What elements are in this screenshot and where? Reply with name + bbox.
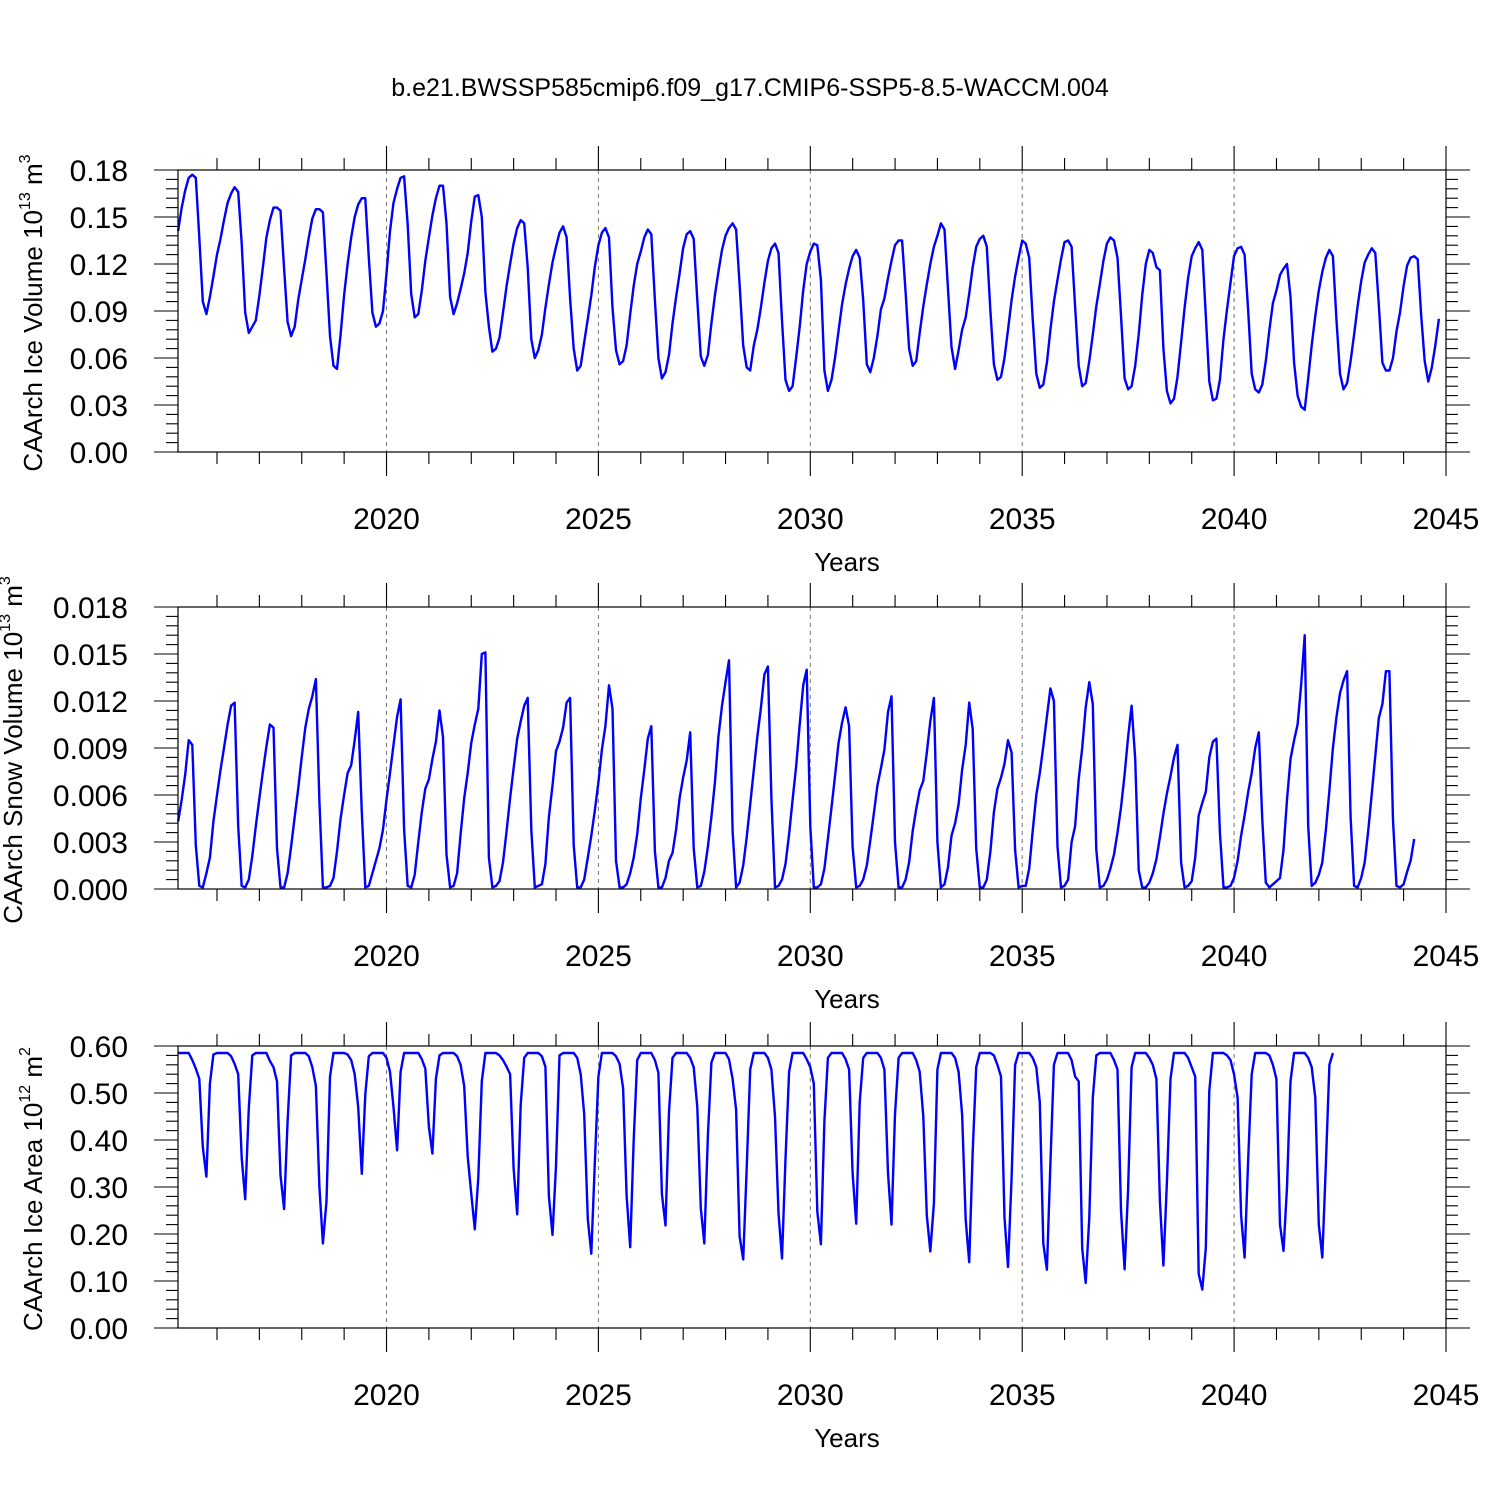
chart-panel-2: 2020 2025 2030 2035 2040 2045 0.000 0.003 0.006 0… <box>0 576 1479 1014</box>
x-tick-label: 2040 <box>1201 1379 1268 1412</box>
y-tick-label: 0.000 <box>53 874 128 907</box>
y-axis-label: CAArch Ice Area 1012 m2 <box>17 1047 48 1331</box>
y-axis-label: CAArch Ice Volume 1013 m3 <box>17 154 48 471</box>
y-tick-label: 0.00 <box>70 1313 128 1346</box>
y-tick-label: 0.003 <box>53 827 128 860</box>
x-axis-label: Years <box>814 1423 880 1453</box>
x-tick-label: 2030 <box>777 940 844 973</box>
x-tick-label: 2035 <box>989 940 1056 973</box>
y-tick-label: 0.12 <box>70 249 128 282</box>
y-tick-label: 0.03 <box>70 390 128 423</box>
x-tick-label: 2040 <box>1201 503 1268 536</box>
x-tick-label: 2025 <box>565 940 632 973</box>
x-tick-label: 2025 <box>565 503 632 536</box>
x-axis-label: Years <box>814 984 880 1014</box>
x-tick-label: 2020 <box>353 503 420 536</box>
y-tick-label: 0.10 <box>70 1266 128 1299</box>
x-tick-label: 2030 <box>777 1379 844 1412</box>
y-tick-label: 0.18 <box>70 155 128 188</box>
y-tick-label: 0.09 <box>70 296 128 329</box>
y-axis-label: CAArch Snow Volume 1013 m3 <box>0 576 28 924</box>
x-tick-label: 2040 <box>1201 940 1268 973</box>
y-tick-label: 0.018 <box>53 592 128 625</box>
x-axis-label: Years <box>814 547 880 577</box>
y-tick-label: 0.50 <box>70 1078 128 1111</box>
y-tick-label: 0.015 <box>53 639 128 672</box>
x-tick-label: 2020 <box>353 940 420 973</box>
chart-panel-3: 2020 2025 2030 2035 2040 2045 0.00 0.10 0.20 0.30… <box>17 1022 1479 1453</box>
y-tick-label: 0.15 <box>70 202 128 235</box>
y-tick-label: 0.009 <box>53 733 128 766</box>
x-tick-label: 2045 <box>1413 503 1480 536</box>
x-tick-label: 2020 <box>353 1379 420 1412</box>
x-tick-label: 2025 <box>565 1379 632 1412</box>
y-tick-label: 0.00 <box>70 437 128 470</box>
chart-panel-1: 2020 2025 2030 2035 2040 2045 0.00 0.03 0.06 0.09… <box>17 146 1479 577</box>
figure-title: b.e21.BWSSP585cmip6.f09_g17.CMIP6-SSP5-8… <box>391 74 1109 102</box>
y-tick-label: 0.06 <box>70 343 128 376</box>
x-tick-label: 2045 <box>1413 1379 1480 1412</box>
data-series-line <box>176 634 1416 889</box>
y-tick-label: 0.30 <box>70 1172 128 1205</box>
y-tick-label: 0.20 <box>70 1219 128 1252</box>
y-tick-label: 0.012 <box>53 686 128 719</box>
chart-panels: 2020 2025 2030 2035 2040 2045 0.00 0.03 0.06 0.09… <box>0 146 1479 1453</box>
y-tick-label: 0.006 <box>53 780 128 813</box>
y-tick-label: 0.60 <box>70 1031 128 1064</box>
x-tick-label: 2035 <box>989 503 1056 536</box>
x-tick-label: 2035 <box>989 1379 1056 1412</box>
data-series-line <box>176 173 1441 411</box>
x-tick-label: 2030 <box>777 503 844 536</box>
plot-frame <box>177 169 1447 453</box>
y-tick-label: 0.40 <box>70 1125 128 1158</box>
x-tick-label: 2045 <box>1413 940 1480 973</box>
data-series-line <box>178 1051 1335 1291</box>
plot-frame <box>177 1045 1447 1329</box>
